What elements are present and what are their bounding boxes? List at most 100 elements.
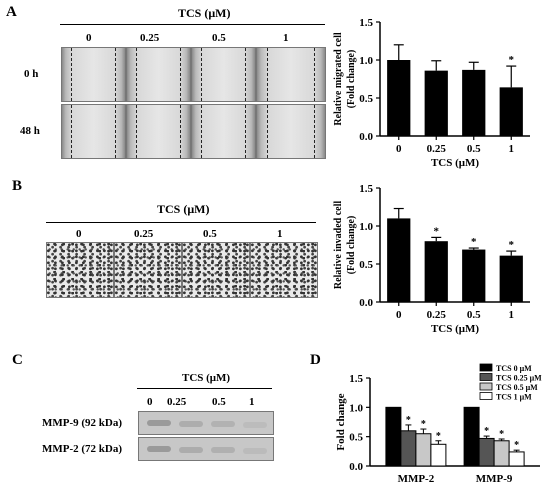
- wound-image-48h-0: [61, 104, 126, 159]
- panel-a-row-48h: 48 h: [20, 125, 40, 137]
- chart-d-ytick-label-3: 1.5: [349, 373, 363, 385]
- chart-a-ytick-label-0: 0.0: [359, 131, 373, 143]
- panel-c-header-line: [137, 388, 272, 389]
- panel-b-bar-chart: 0.0 0.5 1.0 1.5 0 * 0.25 * 0.5 * 1 TCS (μM) Relative…: [333, 183, 530, 335]
- panel-a-letter: A: [6, 4, 17, 20]
- chart-b-bar-2: [462, 249, 486, 302]
- chart-b-xtick-label-3: 1: [509, 309, 515, 321]
- panel-b-conc-1: 0.25: [134, 228, 154, 240]
- chart-a-ytick-label-1: 0.5: [359, 93, 373, 105]
- blot-mmp2-band-025: [179, 447, 203, 453]
- chart-a-bar-1: [424, 70, 448, 136]
- chart-b-ytick-label-3: 1.5: [359, 183, 373, 195]
- panel-b-conc-0: 0: [76, 228, 82, 240]
- wound-image-48h-1: [256, 104, 326, 159]
- chart-d-legend-swatch-0: [479, 363, 493, 372]
- wound-image-48h-05: [191, 104, 256, 159]
- panel-b-header-line: [46, 222, 316, 223]
- panel-c-conc-3: 1: [249, 396, 255, 408]
- panel-c-conc-1: 0.25: [167, 396, 187, 408]
- chart-d-sig-1-2: *: [499, 429, 504, 440]
- chart-d-sig-1-1: *: [484, 426, 489, 437]
- chart-d-legend-label-3: TCS 1 μM: [496, 393, 532, 402]
- chart-d-sig-0-2: *: [421, 419, 426, 430]
- panel-b-conc-3: 1: [277, 228, 283, 240]
- chart-a-bar-2: [462, 69, 486, 136]
- chart-d-legend-swatch-3: [479, 392, 493, 400]
- chart-a-ylabel-line-1: (Fold change): [346, 50, 357, 109]
- panel-b-header: TCS (μM): [157, 202, 210, 216]
- chart-b-ylabel-line-1: (Fold change): [346, 216, 357, 275]
- chart-b-ytick-label-2: 1.0: [359, 221, 373, 233]
- wound-image-0h-0: [61, 47, 126, 102]
- panel-a-row-0h: 0 h: [24, 68, 39, 80]
- chart-a-ylabel-line-0: Relative migrated cell: [333, 32, 344, 126]
- chart-d-ylabel: Fold change: [335, 393, 347, 450]
- chart-d-legend-swatch-1: [479, 373, 493, 381]
- wound-image-48h-025: [126, 104, 191, 159]
- panel-d-bar-chart: 0.0 0.5 1.0 1.5 * * * MMP-2 * * * MMP-9 Fold change T…: [335, 363, 542, 485]
- blot-mmp2-band-0: [147, 446, 171, 452]
- panel-a-header-line: [60, 24, 325, 25]
- chart-d-ytick-label-0: 0.0: [349, 461, 363, 473]
- panel-c-letter: C: [12, 352, 23, 368]
- panel-a-conc-1: 0.25: [140, 32, 160, 44]
- blot-mmp2-band-1: [243, 448, 267, 454]
- chart-d-bar-0-0: [385, 406, 402, 467]
- chart-d-legend-label-0: TCS 0 μM: [496, 364, 532, 373]
- chart-b-bar-1: [424, 241, 448, 302]
- panel-c-header: TCS (μM): [182, 372, 231, 384]
- chart-d-bar-1-3: [508, 451, 525, 467]
- chart-d-bar-0-1: [400, 430, 417, 467]
- invasion-image-025: [114, 242, 182, 298]
- chart-a-xtick-label-3: 1: [509, 143, 515, 155]
- chart-a-bar-0: [387, 60, 411, 136]
- blot-mmp9-band-05: [211, 421, 235, 427]
- panel-a-conc-0: 0: [86, 32, 92, 44]
- invasion-image-0: [46, 242, 114, 298]
- chart-d-bar-1-1: [478, 437, 495, 467]
- panel-c-band-label-mmp9: MMP-9 (92 kDa): [42, 417, 123, 429]
- chart-d-ytick-label-1: 0.5: [349, 432, 363, 444]
- blot-mmp2: [138, 437, 274, 461]
- chart-d-xtick-label-0: MMP-2: [398, 473, 435, 485]
- chart-b-sig-1: *: [434, 225, 440, 237]
- chart-b-xtick-label-2: 0.5: [467, 309, 481, 321]
- chart-d-legend-label-2: TCS 0.5 μM: [496, 383, 538, 392]
- chart-b-ytick-label-0: 0.0: [359, 297, 373, 309]
- blot-mmp9-band-0: [147, 420, 171, 426]
- chart-a-xtick-label-0: 0: [396, 143, 402, 155]
- panel-c-conc-2: 0.5: [212, 396, 226, 408]
- panel-a-conc-2: 0.5: [212, 32, 226, 44]
- chart-b-xlabel: TCS (μM): [431, 323, 479, 335]
- wound-image-0h-1: [256, 47, 326, 102]
- chart-d-sig-1-3: *: [514, 440, 519, 451]
- chart-b-ylabel-line-0: Relative invaded cell: [333, 201, 344, 290]
- chart-d-legend-swatch-2: [479, 382, 493, 391]
- blot-mmp2-band-05: [211, 447, 235, 453]
- chart-d-bar-0-2: [415, 433, 432, 467]
- chart-b-sig-2: *: [471, 236, 477, 248]
- panel-c-conc-0: 0: [147, 396, 153, 408]
- chart-a-ytick-label-2: 1.0: [359, 55, 373, 67]
- panel-b-conc-2: 0.5: [203, 228, 217, 240]
- chart-a-xtick-label-2: 0.5: [467, 143, 481, 155]
- panel-c-band-label-mmp2: MMP-2 (72 kDa): [42, 443, 123, 455]
- wound-image-0h-025: [126, 47, 191, 102]
- chart-b-xtick-label-1: 0.25: [427, 309, 447, 321]
- chart-a-bar-3: [499, 87, 523, 136]
- blot-mmp9-band-025: [179, 421, 203, 427]
- chart-d-bar-1-0: [463, 406, 480, 467]
- chart-b-bar-3: [499, 255, 523, 302]
- blot-mmp9-band-1: [243, 422, 267, 428]
- panel-a-header: TCS (μM): [178, 6, 231, 20]
- chart-d-bar-0-3: [430, 443, 447, 467]
- chart-a-ytick-label-3: 1.5: [359, 17, 373, 29]
- panel-d-letter: D: [310, 352, 321, 368]
- chart-b-xtick-label-0: 0: [396, 309, 402, 321]
- chart-a-sig-3: *: [509, 54, 515, 66]
- wound-image-0h-05: [191, 47, 256, 102]
- chart-d-sig-0-1: *: [406, 415, 411, 426]
- panel-b-letter: B: [12, 178, 23, 194]
- chart-d-bar-1-2: [493, 440, 510, 467]
